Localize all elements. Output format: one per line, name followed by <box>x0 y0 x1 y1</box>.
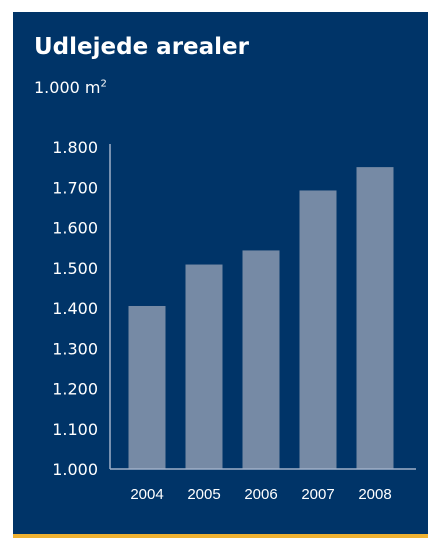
y-tick-label: 1.000 <box>52 460 98 479</box>
bar-2005 <box>185 264 223 469</box>
unit-superscript: 2 <box>100 78 107 90</box>
bar-2004 <box>128 305 166 469</box>
x-tick-label: 2004 <box>130 486 163 503</box>
unit-text: 1.000 m <box>34 78 101 97</box>
bar-2006 <box>242 250 280 469</box>
y-tick-label: 1.100 <box>52 420 98 439</box>
y-tick-label: 1.200 <box>52 380 98 399</box>
y-axis-ticks: 1.000 1.100 1.200 1.300 1.400 1.500 1.600 1.700… <box>52 138 98 479</box>
x-tick-label: 2005 <box>187 486 220 503</box>
y-tick-label: 1.300 <box>52 339 98 358</box>
x-tick-label: 2006 <box>244 486 277 503</box>
y-tick-label: 1.600 <box>52 219 98 238</box>
chart-title: Udlejede arealer <box>34 34 249 60</box>
y-tick-label: 1.800 <box>52 138 98 157</box>
x-axis-ticks: 2004 2005 2006 2007 2008 <box>130 486 391 503</box>
y-tick-label: 1.700 <box>52 178 98 197</box>
bar-2008 <box>356 167 394 469</box>
bar-chart: 1.000 1.100 1.200 1.300 1.400 1.500 1.600 1.700… <box>52 138 416 503</box>
bar-2007 <box>299 190 337 469</box>
chart-panel: Udlejede arealer 1.000 m2 1.000 1.100 1.20… <box>13 12 428 538</box>
x-tick-label: 2007 <box>301 486 334 503</box>
y-tick-label: 1.400 <box>52 299 98 318</box>
bars <box>128 167 394 469</box>
chart-unit-label: 1.000 m2 <box>34 78 107 97</box>
x-tick-label: 2008 <box>358 486 391 503</box>
y-tick-label: 1.500 <box>52 259 98 278</box>
